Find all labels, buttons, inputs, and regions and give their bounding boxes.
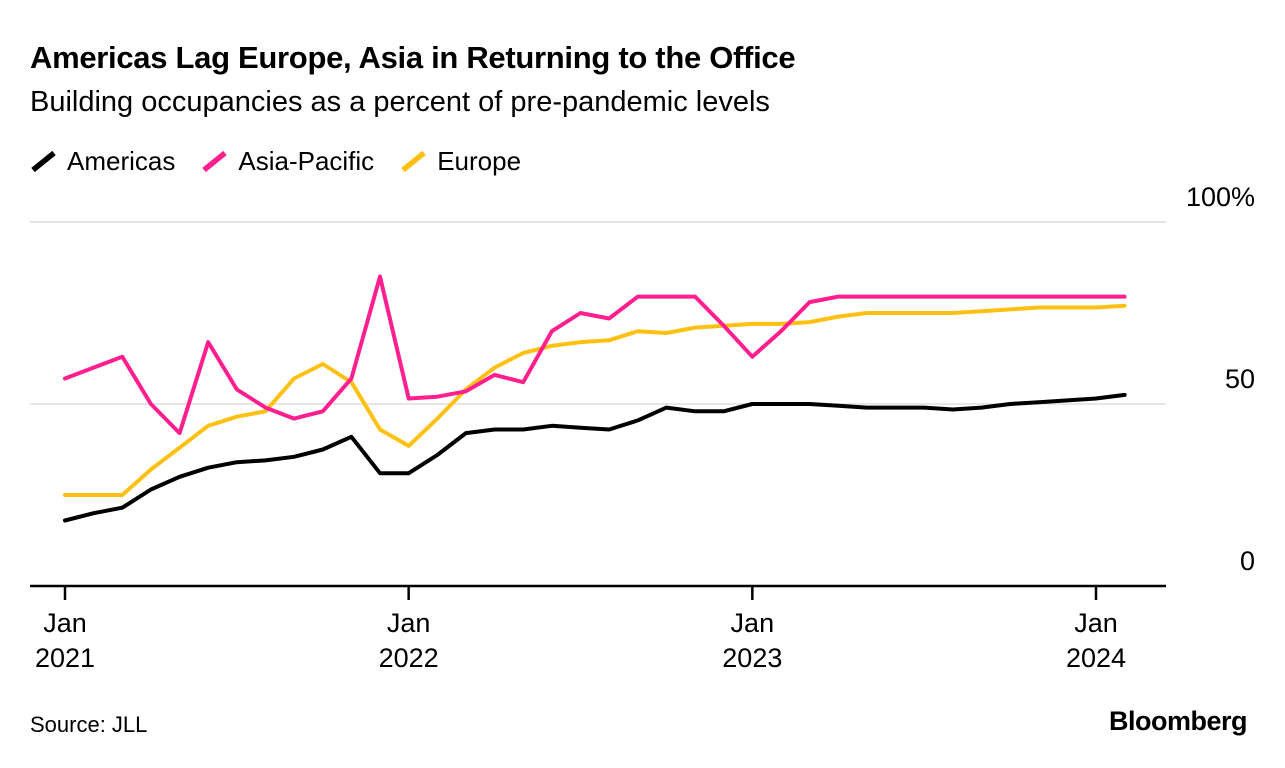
europe-line-swatch-icon [401,150,426,173]
legend-item-asia-pacific: Asia-Pacific [201,146,374,177]
legend-label-europe: Europe [437,146,522,176]
y-axis-label-0: 0 [1239,546,1255,576]
legend-item-europe: Europe [400,146,521,177]
x-axis-label-2024: Jan 2024 [1065,608,1127,673]
legend-label-americas: Americas [67,146,176,176]
series-line-americas [63,392,1127,523]
legend: Americas Asia-Pacific Europe [30,146,521,177]
x-axis-label-2021: Jan 2021 [34,608,96,673]
americas-line-swatch-icon [31,150,56,173]
source-note: Source: JLL [30,712,148,737]
bloomberg-logo: Bloomberg [1108,706,1248,736]
y-axis-label-100: 100% [1185,182,1255,212]
x-axis-label-2023: Jan 2023 [722,608,783,673]
chart-title: Americas Lag Europe, Asia in Returning t… [30,40,796,75]
asia-pacific-line-swatch-icon [202,150,228,173]
y-axis-label-50: 50 [1224,364,1255,394]
x-axis-label-2022: Jan 2022 [378,608,439,673]
chart-header: Americas Lag Europe, Asia in Returning t… [30,40,1130,119]
legend-label-asia-pacific: Asia-Pacific [238,146,375,176]
chart-subtitle: Building occupancies as a percent of pre… [30,85,770,118]
legend-item-americas: Americas [30,146,175,177]
series-line-europe [63,303,1127,497]
series-line-asia-pacific [63,274,1127,436]
